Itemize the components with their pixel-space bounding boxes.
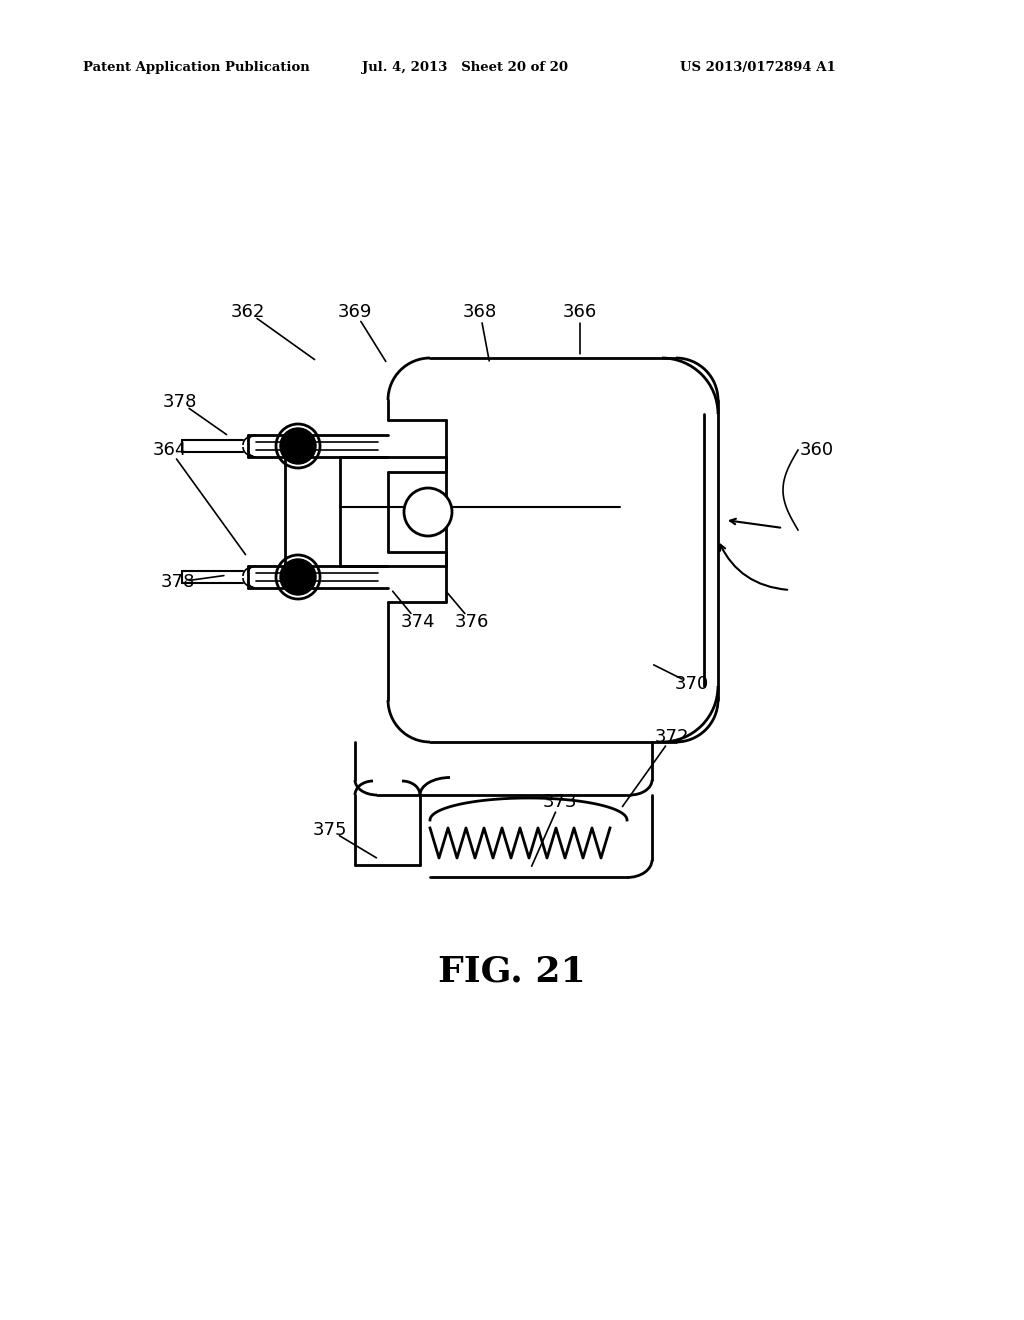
- Text: 369: 369: [338, 304, 372, 321]
- Text: 373: 373: [543, 793, 578, 810]
- Text: 366: 366: [563, 304, 597, 321]
- Circle shape: [404, 488, 452, 536]
- Text: 364: 364: [153, 441, 187, 459]
- Text: 378: 378: [163, 393, 198, 411]
- Text: 362: 362: [230, 304, 265, 321]
- Text: 374: 374: [400, 612, 435, 631]
- Circle shape: [280, 428, 316, 465]
- Text: 375: 375: [312, 821, 347, 840]
- Text: 360: 360: [800, 441, 835, 459]
- Circle shape: [280, 558, 316, 595]
- Text: 372: 372: [654, 729, 689, 746]
- Text: FIG. 21: FIG. 21: [438, 954, 586, 989]
- Text: 378: 378: [161, 573, 196, 591]
- Text: Patent Application Publication: Patent Application Publication: [83, 61, 309, 74]
- Text: 376: 376: [455, 612, 489, 631]
- Text: Jul. 4, 2013   Sheet 20 of 20: Jul. 4, 2013 Sheet 20 of 20: [362, 61, 568, 74]
- Text: 370: 370: [675, 675, 710, 693]
- Text: 368: 368: [463, 304, 497, 321]
- Text: US 2013/0172894 A1: US 2013/0172894 A1: [680, 61, 836, 74]
